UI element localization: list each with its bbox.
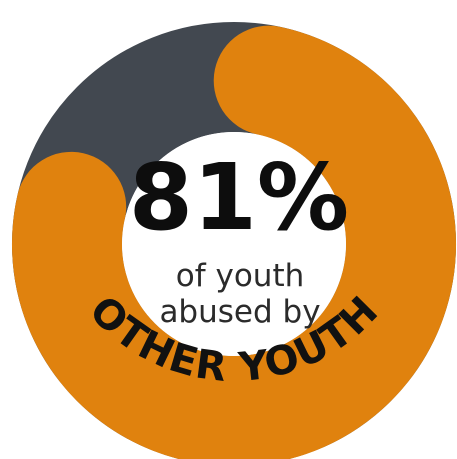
donut-hole <box>122 132 346 356</box>
center-line-2: abused by <box>159 294 320 330</box>
center-percentage: 81% <box>129 144 349 251</box>
donut-ring-majority <box>12 25 456 459</box>
center-line-1: of youth <box>176 258 305 294</box>
